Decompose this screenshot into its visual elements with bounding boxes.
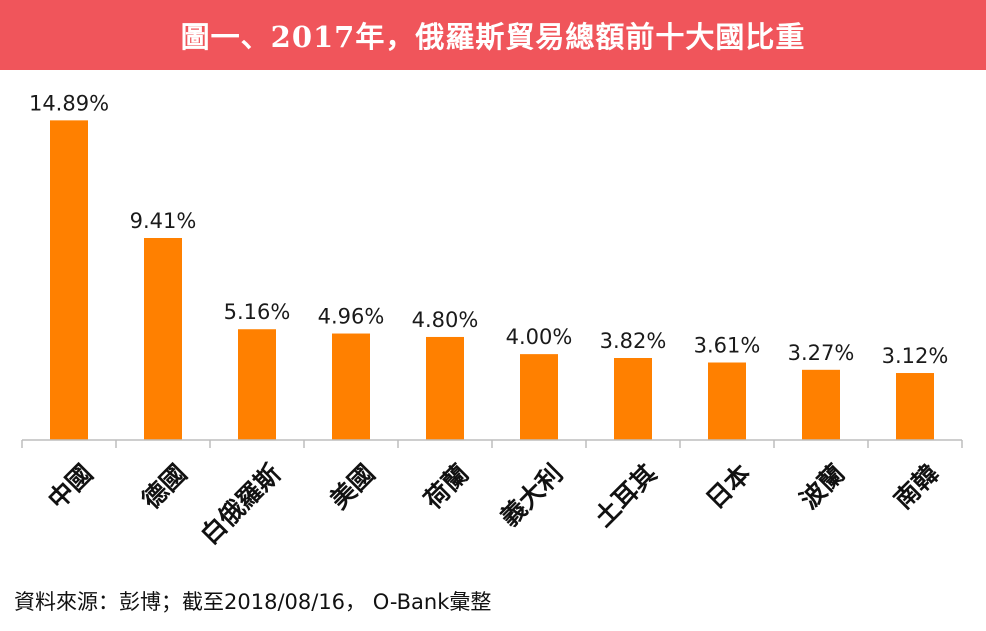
value-label: 3.82% — [600, 329, 667, 353]
category-label: 波蘭 — [794, 459, 850, 515]
bar-9 — [896, 373, 934, 440]
value-label: 14.89% — [29, 91, 109, 115]
category-label: 中國 — [42, 459, 98, 515]
bar-0 — [50, 120, 88, 440]
x-ticks-layer — [21, 440, 963, 448]
value-label: 4.96% — [318, 305, 385, 329]
bar-8 — [802, 369, 840, 440]
value-label: 4.80% — [412, 308, 479, 332]
value-label: 3.27% — [788, 341, 855, 365]
category-labels-layer: 中國 德國 白俄羅斯 美國 荷蘭 義大利 土耳其 日本 波蘭 南韓 — [42, 459, 944, 550]
value-label: 9.41% — [130, 209, 197, 233]
bar-6 — [614, 357, 652, 440]
category-label: 荷蘭 — [418, 459, 474, 515]
category-label: 義大利 — [495, 459, 569, 533]
value-label: 5.16% — [224, 300, 291, 324]
category-label: 德國 — [136, 459, 192, 515]
bars-layer — [50, 120, 934, 440]
bar-3 — [332, 333, 370, 440]
bar-4 — [426, 336, 464, 440]
title-bar: 圖一、2017年，俄羅斯貿易總額前十大國比重 — [0, 0, 986, 70]
value-label: 3.12% — [882, 344, 949, 368]
source-note: 資料來源：彭博；截至2018/08/16， O-Bank彙整 — [14, 590, 492, 614]
category-label: 美國 — [324, 459, 380, 515]
value-label: 4.00% — [506, 325, 573, 349]
bar-2 — [238, 329, 276, 440]
bar-1 — [144, 237, 182, 440]
bar-5 — [520, 354, 558, 440]
category-label: 日本 — [700, 459, 756, 515]
category-label: 白俄羅斯 — [195, 459, 286, 550]
value-label: 3.61% — [694, 334, 761, 358]
bar-chart: 14.89% 9.41% 5.16% 4.96% 4.80% 4.00% 3.82% 3.61… — [21, 91, 963, 550]
bar-7 — [708, 362, 746, 440]
value-labels-layer: 14.89% 9.41% 5.16% 4.96% 4.80% 4.00% 3.82% 3.61… — [29, 91, 948, 368]
category-label: 土耳其 — [589, 459, 663, 533]
category-label: 南韓 — [888, 459, 944, 515]
chart-title: 圖一、2017年，俄羅斯貿易總額前十大國比重 — [180, 20, 806, 54]
